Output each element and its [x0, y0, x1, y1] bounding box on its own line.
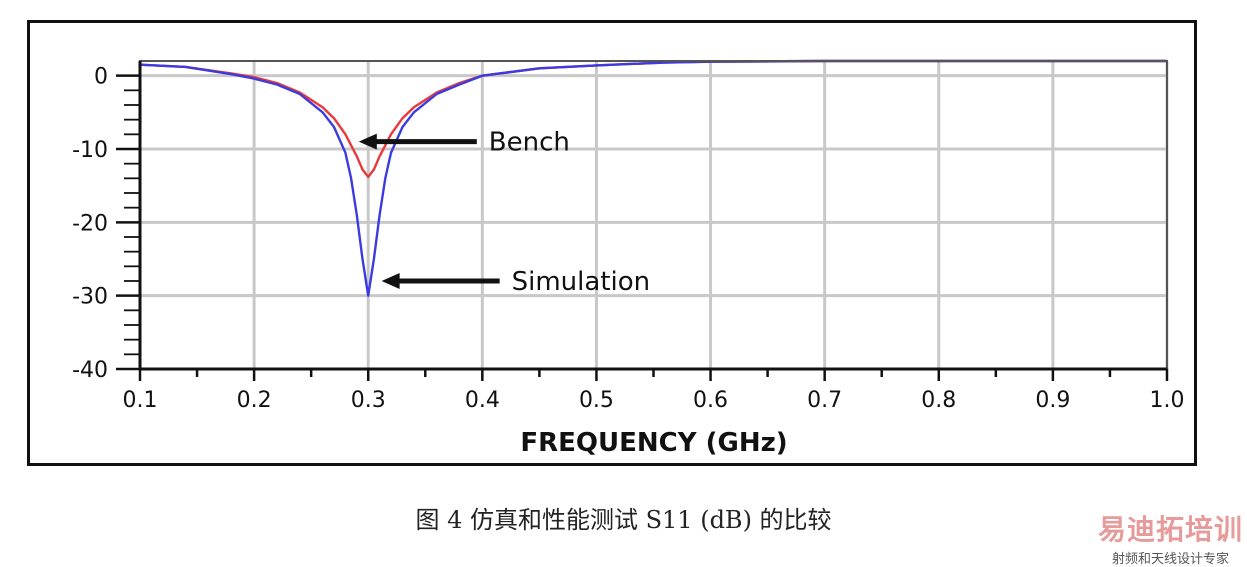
- annotation-arrow-head: [358, 133, 377, 150]
- annotations: Bench Simulation: [358, 128, 650, 297]
- watermark-main: 易迪拓培训: [1097, 513, 1243, 546]
- annotation-label: Bench: [489, 128, 570, 158]
- s11-chart: 0.1 0.2 0.3 0.4 0.5 0.6 0.7 0.8 0.9 1.0 0 -10 -20 -30…: [72, 59, 1185, 458]
- series-line-simulation: [139, 59, 1167, 297]
- annotation-label: Simulation: [512, 267, 650, 297]
- watermark-sub: 射频和天线设计专家: [1111, 552, 1229, 567]
- figure-caption: 图 4 仿真和性能测试 S11 (dB) 的比较: [415, 506, 832, 534]
- tick-labels: 0.1 0.2 0.3 0.4 0.5 0.6 0.7 0.8 0.9 1.0 0 -10 -20 -30…: [72, 65, 1184, 413]
- figure-frame: 0.1 0.2 0.3 0.4 0.5 0.6 0.7 0.8 0.9 1.0 0 -10 -20 -30…: [27, 20, 1197, 466]
- y-tick-label: -10: [72, 138, 108, 163]
- x-axis-title: FREQUENCY (GHz): [520, 428, 787, 458]
- x-tick-label: 0.5: [579, 388, 614, 413]
- y-tick-label: -30: [72, 285, 108, 310]
- x-tick-label: 0.1: [123, 388, 158, 413]
- x-tick-label: 0.8: [921, 388, 956, 413]
- x-tick-label: 0.6: [693, 388, 728, 413]
- series-layer: [139, 59, 1167, 297]
- x-tick-label: 0.7: [807, 388, 842, 413]
- plot-area: [140, 61, 1167, 369]
- plot-background: [140, 61, 1167, 369]
- y-tick-label: 0: [94, 65, 108, 90]
- axes: [116, 60, 1169, 381]
- y-tick-label: -20: [72, 211, 108, 236]
- watermark-logo: 易迪拓培训 射频和天线设计专家: [1098, 508, 1243, 567]
- x-tick-label: 1.0: [1150, 388, 1185, 413]
- y-tick-label: -40: [72, 358, 108, 383]
- x-tick-label: 0.4: [465, 388, 500, 413]
- annotation-arrow-head: [381, 273, 400, 289]
- x-tick-label: 0.3: [351, 388, 386, 413]
- x-tick-label: 0.9: [1035, 388, 1070, 413]
- x-tick-label: 0.2: [237, 388, 272, 413]
